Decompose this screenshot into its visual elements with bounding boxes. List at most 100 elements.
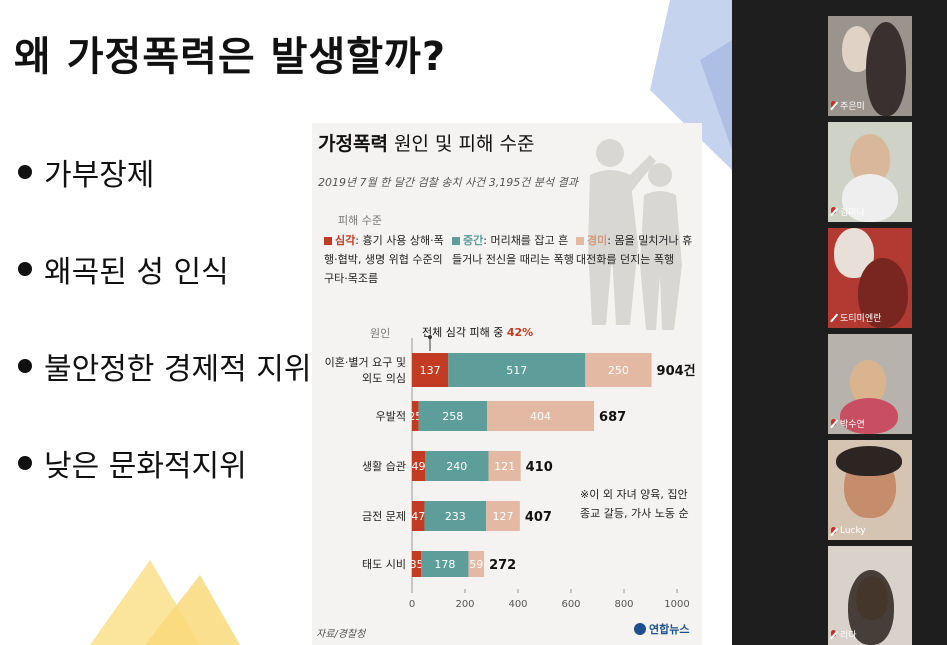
category-label: 외도 의심: [362, 372, 406, 385]
yonhap-logo-icon: [634, 623, 646, 635]
participant-name-label: 리다: [830, 628, 857, 641]
bullet-text: 가부장제: [44, 158, 155, 193]
bar-value-label: 137: [420, 364, 441, 377]
bar-segment-mild: [488, 451, 521, 481]
legend-swatch: [324, 237, 332, 245]
bullet-text: 낮은 문화적지위: [44, 449, 247, 484]
participant-tile[interactable]: 주은미: [828, 16, 912, 116]
axis-header: 원인: [370, 327, 391, 340]
participant-name-label: 주은미: [830, 99, 865, 112]
muted-mic-icon: [830, 526, 837, 536]
participant-name: Lucky: [840, 526, 866, 536]
bullet-text: 불안정한 경제적 지위: [44, 352, 312, 387]
participant-video-panel: 주은미 김미나 도티미엔란 박수연 Lucky 리다: [732, 0, 947, 645]
bar-value-label: 127: [493, 510, 514, 523]
bar-total-label: 407: [525, 510, 552, 525]
infographic-title-bold: 가정폭력: [318, 133, 388, 155]
legend-key: 경미: [587, 234, 608, 247]
participant-video-figure: [840, 398, 898, 434]
bullet-item: 낮은 문화적지위: [18, 441, 247, 485]
bar-segment-mild: [585, 353, 652, 387]
legend-item-moderate: 중간: 머리채를 잡고 흔들거나 전신을 때리는 폭행: [452, 231, 578, 269]
bar-total-label: 904건: [657, 363, 696, 379]
participant-tile[interactable]: Lucky: [828, 440, 912, 540]
bar-segment-moderate: [424, 451, 489, 481]
category-label: 생활 습관: [362, 459, 406, 473]
participant-video-figure: [858, 258, 908, 328]
bar-value-label: 178: [434, 558, 455, 571]
bullet-dot-icon: [18, 165, 32, 179]
bar-segment-moderate: [448, 353, 586, 387]
participant-tile[interactable]: 리다: [828, 546, 912, 645]
logo-text: 연합뉴스: [649, 623, 690, 636]
bar-value-label: 517: [506, 364, 527, 377]
bar-segment-severe: [412, 401, 419, 431]
bar-segment-moderate: [421, 551, 469, 577]
chart-note: ※이 외 자녀 양육, 집안 종교 갈등, 가사 노동 순: [580, 488, 689, 520]
category-label: 태도 시비: [362, 558, 406, 571]
bar-value-label: 121: [494, 460, 515, 473]
source-label: 자료/경찰청: [316, 629, 366, 640]
callout-pointer-dot: [428, 335, 432, 339]
legend-desc: : 몸을 밀치거나 휴대전화를 던지는 폭행: [576, 234, 693, 266]
news-logo: 연합뉴스: [634, 621, 689, 637]
bar-segment-mild: [486, 501, 520, 531]
infographic-title: 가정폭력 원인 및 피해 수준: [318, 129, 534, 156]
participant-name: 도티미엔란: [840, 314, 882, 324]
bar-total-label: 272: [489, 558, 516, 573]
x-tick-label: 1000: [664, 599, 689, 610]
muted-mic-icon: [830, 630, 837, 639]
legend-desc: : 흉기 사용 상해·폭행·협박, 생명 위협 수준의 구타·목조름: [324, 234, 444, 285]
legend-key: 심각: [335, 234, 356, 247]
bullet-text: 왜곡된 성 인식: [44, 255, 229, 290]
muted-mic-icon: [830, 101, 837, 110]
participant-video-figure: [836, 446, 902, 476]
muted-mic-icon: [830, 419, 837, 428]
bar-segment-mild: [486, 401, 595, 431]
x-tick-label: 400: [508, 599, 527, 610]
participant-video-figure: [842, 174, 898, 222]
infographic: 가정폭력 원인 및 피해 수준 2019년 7월 한 달간 검찰 송치 사건 3…: [312, 123, 702, 645]
x-tick-label: 200: [455, 599, 474, 610]
bar-segment-severe: [412, 451, 425, 481]
participant-name-label: 도티미엔란: [830, 311, 881, 324]
category-label: 우발적: [376, 410, 406, 423]
bar-value-label: 233: [445, 510, 466, 523]
participant-tile[interactable]: 박수연: [828, 334, 912, 434]
bullet-item: 불안정한 경제적 지위: [18, 344, 311, 388]
category-label: 이혼·별거 요구 및: [325, 356, 406, 369]
bar-segment-moderate: [424, 501, 487, 531]
participant-name: 주은미: [840, 102, 865, 112]
bar-value-label: 35: [410, 558, 424, 571]
bullet-dot-icon: [18, 262, 32, 276]
bar-value-label: 250: [608, 364, 629, 377]
bar-segment-severe: [412, 551, 422, 577]
severe-share-callout: 전체 심각 피해 중 42%: [422, 324, 533, 340]
silhouette-illustration: [588, 139, 682, 330]
participant-tile[interactable]: 도티미엔란: [828, 228, 912, 328]
bar-segment-moderate: [418, 401, 487, 431]
bar-segment-mild: [468, 551, 485, 577]
x-tick-label: 800: [614, 599, 633, 610]
bar-value-label: 47: [411, 510, 425, 523]
presentation-slide: 왜 가정폭력은 발생할까? 가부장제 왜곡된 성 인식 불안정한 경제적 지위 …: [14, 0, 732, 645]
infographic-subtitle: 2019년 7월 한 달간 검찰 송치 사건 3,195건 분석 결과: [318, 176, 578, 189]
bullet-dot-icon: [18, 456, 32, 470]
x-tick-label: 0: [409, 599, 415, 610]
bar-value-label: 258: [442, 410, 463, 423]
decorative-triangle-yellow: [90, 560, 240, 645]
legend-title: 피해 수준: [338, 214, 382, 227]
participant-name-label: 김미나: [830, 205, 865, 218]
x-tick-label: 600: [561, 599, 580, 610]
bar-value-label: 49: [411, 460, 425, 473]
callout-text: 전체 심각 피해 중: [422, 326, 507, 339]
participant-video-figure: [848, 570, 894, 645]
legend-key: 중간: [463, 234, 484, 247]
callout-percent: 42%: [506, 326, 534, 339]
bar-value-label: 59: [469, 558, 483, 571]
bullet-item: 왜곡된 성 인식: [18, 247, 229, 291]
participant-name-label: 박수연: [830, 417, 865, 430]
participant-tile[interactable]: 김미나: [828, 122, 912, 222]
participant-video-figure: [850, 360, 886, 404]
legend-item-severe: 심각: 흉기 사용 상해·폭행·협박, 생명 위협 수준의 구타·목조름: [324, 231, 450, 288]
